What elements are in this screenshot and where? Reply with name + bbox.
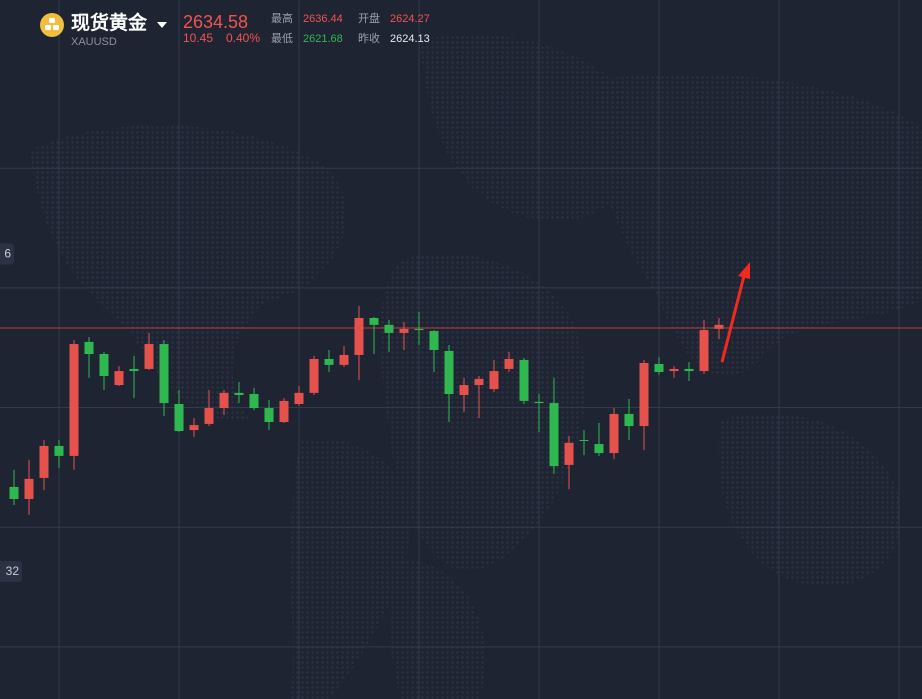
candle-body xyxy=(54,445,64,456)
stat-label: 昨收 xyxy=(358,31,380,45)
candle-body xyxy=(114,371,124,386)
candle-body xyxy=(144,344,154,369)
candle-body xyxy=(414,328,424,331)
stat-value: 2624.27 xyxy=(390,13,430,25)
candle-body xyxy=(684,368,694,372)
annotation-arrowhead xyxy=(738,262,750,279)
candle-body xyxy=(579,440,589,442)
candle-body xyxy=(234,392,244,395)
instrument-name: 现货黄金 xyxy=(71,11,148,34)
candle-body xyxy=(564,442,574,465)
candle-body xyxy=(399,328,409,333)
stat-value: 2621.68 xyxy=(303,33,343,45)
change: 10.45 xyxy=(183,31,213,45)
candle-body xyxy=(279,400,289,423)
candle-body xyxy=(444,350,454,395)
candle-body xyxy=(129,368,139,372)
candle-body xyxy=(609,413,619,454)
candle-body xyxy=(264,408,274,423)
candle-body xyxy=(369,317,379,325)
y-tick-box xyxy=(0,561,22,583)
candle-body xyxy=(519,359,529,401)
candle-body xyxy=(459,385,469,395)
candle-body xyxy=(594,444,604,454)
candle-body xyxy=(249,394,259,409)
y-tick-box xyxy=(0,243,14,265)
price: 2634.58 xyxy=(183,12,248,32)
candle-body xyxy=(639,363,649,427)
y-tick-label: 6 xyxy=(4,247,11,261)
candle-body xyxy=(339,354,349,365)
candle-body xyxy=(624,413,634,427)
candle-body xyxy=(699,330,709,372)
header: 现货黄金 XAUUSD 2634.58 10.45 0.40% 最高 2636.4… xyxy=(40,11,430,48)
y-axis: 6 32 xyxy=(0,243,22,583)
stat-value: 2624.13 xyxy=(390,33,430,45)
candle-body xyxy=(354,317,364,355)
candle-body xyxy=(189,425,199,431)
candle-body xyxy=(24,478,34,500)
candle-body xyxy=(474,378,484,386)
gold-icon-bars xyxy=(45,18,59,30)
candle-body xyxy=(504,358,514,369)
candle-body xyxy=(549,403,559,467)
candle-body xyxy=(324,358,334,365)
candle-body xyxy=(204,408,214,424)
candle-body xyxy=(159,344,169,404)
candle-body xyxy=(429,331,439,350)
world-map xyxy=(30,34,922,699)
symbol: XAUUSD xyxy=(71,36,117,48)
candle-body xyxy=(384,324,394,333)
candle-body xyxy=(39,445,49,478)
stat-label: 最低 xyxy=(271,32,293,45)
candle-body xyxy=(99,354,109,377)
candle-body xyxy=(219,392,229,409)
stat-label: 最高 xyxy=(271,11,293,25)
change-percent: 0.40% xyxy=(226,31,260,45)
stat-label: 开盘 xyxy=(358,11,380,25)
stat-value: 2636.44 xyxy=(303,13,343,25)
candle-body xyxy=(654,363,664,373)
candle-body xyxy=(714,324,724,329)
annotation-arrow xyxy=(720,271,747,363)
candle-body xyxy=(294,392,304,404)
candle-body xyxy=(69,344,79,456)
candle-body xyxy=(489,371,499,390)
y-tick-label: 32 xyxy=(6,564,20,578)
candle-body xyxy=(309,358,319,393)
candle-body xyxy=(534,401,544,404)
candle-body xyxy=(84,341,94,355)
gold-icon xyxy=(40,13,64,37)
dropdown-caret[interactable] xyxy=(157,22,167,28)
candle-body xyxy=(174,403,184,432)
candle-body xyxy=(669,368,679,372)
candle-body xyxy=(9,486,19,500)
candles xyxy=(9,305,724,515)
